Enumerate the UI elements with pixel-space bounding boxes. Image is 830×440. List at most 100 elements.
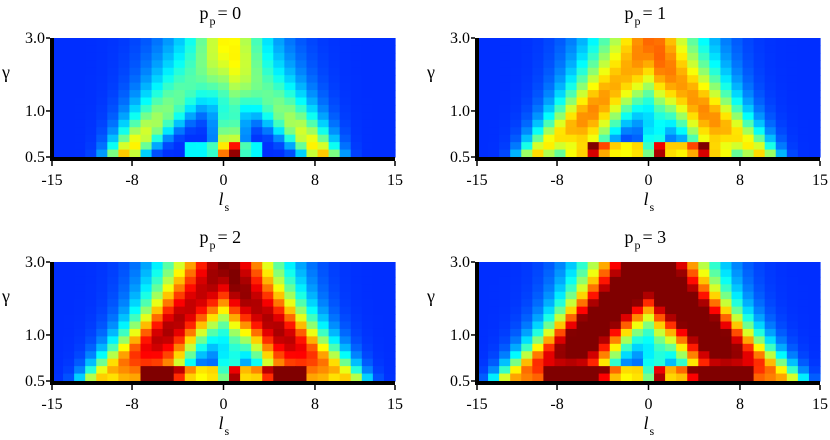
heatmap-cell — [808, 67, 821, 76]
heatmap-cell — [742, 104, 755, 113]
heatmap-cell — [587, 67, 600, 76]
heatmap-cell — [775, 351, 788, 360]
heatmap-cell — [665, 336, 677, 345]
heatmap-cell — [598, 134, 611, 143]
heatmap-cell — [731, 38, 744, 47]
x-tick-label: 0 — [220, 396, 228, 413]
heatmap-cell — [262, 291, 274, 300]
heatmap-cell — [676, 60, 688, 69]
heatmap-cell — [510, 269, 522, 278]
heatmap-cell — [676, 67, 688, 76]
heatmap-cell — [383, 351, 396, 360]
heatmap-cell — [162, 45, 175, 54]
heatmap-cell — [52, 112, 64, 121]
heatmap-cell — [477, 299, 489, 308]
heatmap-cell — [85, 142, 97, 151]
heatmap-cell — [665, 276, 677, 285]
heatmap-cell — [742, 60, 755, 69]
heatmap-cell — [118, 60, 131, 69]
heatmap-cell — [786, 119, 799, 128]
heatmap-cell — [74, 112, 86, 121]
heatmap-cell — [554, 358, 567, 367]
heatmap-cell — [317, 314, 330, 323]
heatmap-cell — [63, 284, 75, 293]
heatmap-cell — [620, 336, 633, 345]
heatmap-cell — [775, 336, 788, 345]
heatmap-cell — [532, 336, 544, 345]
heatmap-cell — [720, 373, 733, 382]
heatmap-cell — [786, 52, 799, 61]
heatmap-cell — [554, 314, 567, 323]
heatmap-cells — [477, 262, 821, 382]
heatmap-cell — [499, 314, 511, 323]
heatmap-cell — [543, 75, 556, 84]
heatmap-cell — [676, 269, 688, 278]
heatmap-cell — [764, 299, 777, 308]
heatmap-cell — [140, 119, 153, 128]
heatmap-cell — [654, 366, 666, 375]
heatmap-cell — [742, 321, 755, 330]
heatmap-cell — [306, 104, 319, 113]
heatmap-cell — [554, 67, 567, 76]
heatmap-cell — [720, 284, 733, 293]
heatmap-cell — [383, 60, 396, 69]
heatmap-cell — [383, 127, 396, 136]
heatmap-cell — [609, 60, 622, 69]
heatmap-cell — [731, 366, 744, 375]
heatmap-cell — [477, 262, 489, 271]
heatmap-cell — [764, 82, 777, 91]
heatmap-cell — [306, 343, 319, 352]
heatmap-cell — [477, 142, 489, 151]
heatmap-cell — [687, 328, 699, 337]
heatmap-cell — [317, 366, 330, 375]
heatmap-cell — [775, 97, 788, 106]
heatmap-cell — [786, 314, 799, 323]
heatmap-cell — [195, 276, 208, 285]
heatmap-cell — [350, 82, 363, 91]
heatmap-cell — [477, 276, 489, 285]
heatmap-cell — [162, 314, 175, 323]
heatmap-cell — [764, 134, 777, 143]
heatmap-cell — [565, 90, 578, 99]
heatmap-cell — [217, 104, 230, 113]
heatmap-cell — [488, 343, 500, 352]
heatmap-cell — [720, 321, 733, 330]
heatmap-cell — [543, 358, 556, 367]
heatmap-cell — [676, 112, 688, 121]
heatmap-cell — [499, 45, 511, 54]
heatmap-cell — [52, 127, 64, 136]
heatmap-cell — [217, 134, 230, 143]
heatmap-cell — [262, 119, 274, 128]
heatmap-cell — [554, 269, 567, 278]
heatmap-cell — [295, 269, 308, 278]
heatmap-cell — [317, 45, 330, 54]
heatmap-cell — [576, 45, 589, 54]
heatmap-cell — [753, 38, 766, 47]
heatmap-cell — [262, 262, 274, 271]
heatmap-cell — [63, 127, 75, 136]
heatmap-cell — [273, 142, 285, 151]
heatmap-cell — [262, 358, 274, 367]
heatmap-cell — [742, 373, 755, 382]
heatmap-cell — [731, 351, 744, 360]
heatmap-cell — [306, 67, 319, 76]
heatmap-cell — [764, 351, 777, 360]
heatmap-cell — [262, 112, 274, 121]
heatmap-cell — [587, 60, 600, 69]
heatmap-cell — [129, 358, 142, 367]
heatmap-cell — [642, 358, 655, 367]
heatmap-cell — [63, 343, 75, 352]
heatmap-cell — [620, 112, 633, 121]
heatmap-cell — [96, 358, 108, 367]
heatmap-cell — [328, 38, 341, 47]
heatmap-cell — [129, 134, 142, 143]
heatmap-cell — [797, 142, 810, 151]
heatmap-cell — [709, 351, 722, 360]
heatmap-cell — [687, 262, 699, 271]
heatmap-cell — [306, 142, 319, 151]
heatmap-cell — [240, 127, 252, 136]
heatmap-cell — [565, 97, 578, 106]
heatmap-cell — [262, 321, 274, 330]
heatmap-cell — [251, 269, 263, 278]
